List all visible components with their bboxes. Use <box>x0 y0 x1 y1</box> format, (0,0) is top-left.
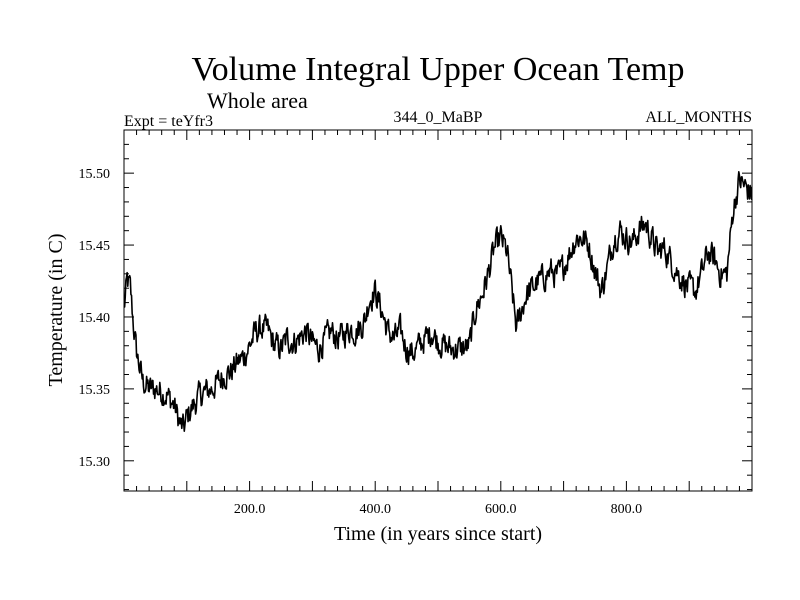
y-tick-label: 15.35 <box>79 383 111 398</box>
y-tick-label: 15.45 <box>79 239 111 254</box>
months-label: ALL_MONTHS <box>645 109 752 126</box>
y-tick-label: 15.30 <box>79 455 111 470</box>
y-axis-label: Temperature (in C) <box>45 234 67 387</box>
x-tick-label: 600.0 <box>485 502 517 517</box>
chart-subtitle: Whole area <box>207 88 308 113</box>
temperature-series-line <box>123 171 753 432</box>
y-tick-label: 15.50 <box>79 167 111 182</box>
period-label: 344_0_MaBP <box>394 109 483 126</box>
y-tick-label: 15.40 <box>79 311 111 326</box>
x-axis-label: Time (in years since start) <box>334 523 542 545</box>
chart-title: Volume Integral Upper Ocean Temp <box>192 51 685 88</box>
x-tick-label: 400.0 <box>359 502 391 517</box>
x-axis: 200.0 400.0 600.0 800.0 <box>136 130 740 517</box>
experiment-label: Expt = teYfr3 <box>124 113 213 130</box>
y-axis: 15.30 15.35 15.40 15.45 15.50 <box>79 129 752 491</box>
x-tick-label: 200.0 <box>234 502 266 517</box>
x-tick-label: 800.0 <box>611 502 643 517</box>
plot-frame <box>123 129 753 492</box>
